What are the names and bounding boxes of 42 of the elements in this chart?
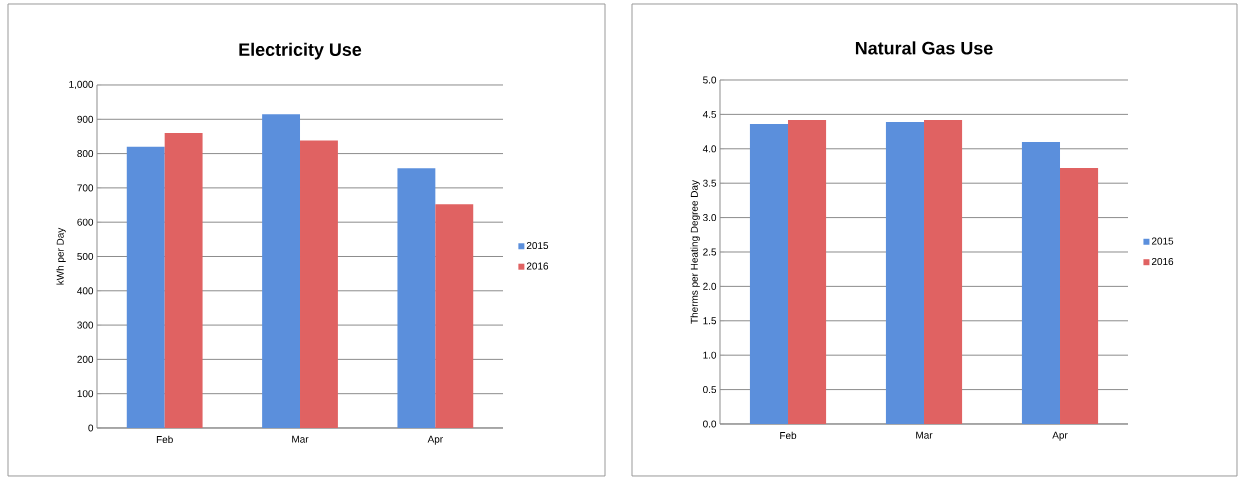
- y-tick-label: 100: [77, 390, 94, 398]
- y-tick-label: 5.0: [703, 76, 717, 84]
- y-tick-label: 3.5: [703, 179, 717, 187]
- y-tick-label: 1.5: [703, 317, 717, 325]
- bar: [397, 168, 436, 428]
- x-tick-label: Feb: [780, 431, 797, 440]
- y-tick-label: 900: [77, 115, 94, 123]
- y-tick-label: 400: [77, 287, 94, 295]
- y-tick-label: 0.5: [703, 386, 717, 394]
- chart-title: Electricity Use: [239, 42, 362, 60]
- x-tick-label: Apr: [427, 435, 443, 445]
- x-tick-label: Mar: [292, 435, 309, 443]
- y-tick-label: 1,000: [69, 80, 94, 90]
- legend-label: 2015: [526, 242, 549, 250]
- y-tick-label: 0: [88, 424, 94, 432]
- y-tick-label: 2.0: [703, 282, 717, 290]
- y-tick-label: 200: [77, 355, 94, 363]
- y-tick-label: 600: [77, 218, 94, 226]
- y-axis-title: Therms per Heating Degree Day: [690, 180, 700, 324]
- x-tick-label: Feb: [156, 435, 173, 444]
- y-tick-label: 1.0: [703, 351, 717, 359]
- y-tick-label: 0.0: [703, 420, 717, 428]
- legend-label: 2016: [1151, 257, 1174, 266]
- bar: [164, 133, 203, 428]
- y-axis-title: kWh per Day: [56, 227, 66, 285]
- legend-label: 2015: [1151, 237, 1174, 245]
- y-tick-label: 3.0: [703, 214, 717, 222]
- y-tick-label: 4.0: [702, 145, 717, 153]
- bar: [126, 146, 165, 428]
- bar: [300, 140, 338, 428]
- bar: [435, 204, 474, 428]
- y-tick-label: 2.5: [703, 248, 717, 256]
- y-tick-label: 800: [77, 150, 94, 158]
- legend-label: 2016: [526, 262, 549, 270]
- y-tick-label: 4.5: [702, 110, 717, 118]
- y-tick-label: 500: [77, 252, 94, 261]
- x-tick-label: Mar: [916, 431, 933, 439]
- y-tick-label: 300: [77, 321, 94, 329]
- bar: [262, 114, 301, 428]
- y-tick-label: 700: [77, 184, 94, 192]
- chart-title: Natural Gas Use: [855, 41, 993, 55]
- x-tick-label: Apr: [1052, 431, 1068, 441]
